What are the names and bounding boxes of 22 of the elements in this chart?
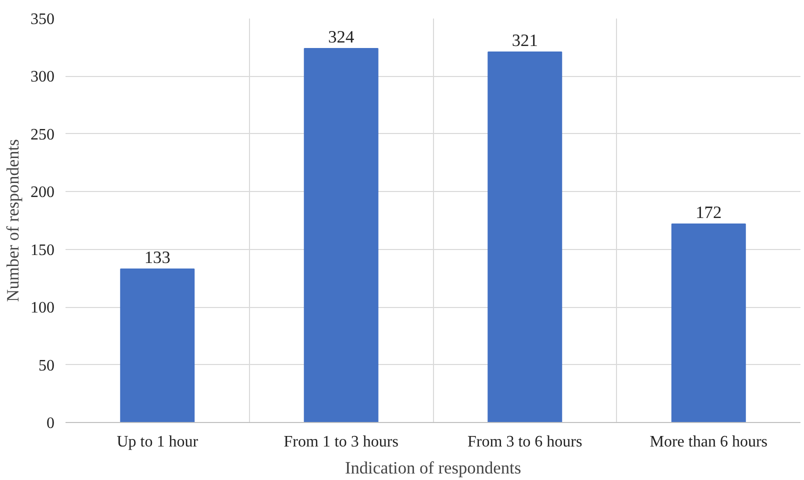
data-label: 324 <box>328 28 354 47</box>
x-tick-label: Up to 1 hour <box>116 434 199 450</box>
bar <box>488 51 562 422</box>
x-tick-label: More than 6 hours <box>650 434 768 450</box>
y-tick-label: 100 <box>30 300 54 317</box>
x-tick-label: From 1 to 3 hours <box>284 434 398 450</box>
y-axis-title: Number of respondents <box>4 138 22 302</box>
y-tick-label: 300 <box>30 68 54 86</box>
bar <box>304 48 378 422</box>
data-label: 321 <box>512 30 538 50</box>
data-label: 133 <box>144 248 170 267</box>
y-tick-label: 150 <box>30 242 54 259</box>
y-tick-label: 50 <box>38 357 54 374</box>
y-tick-label: 350 <box>30 11 54 28</box>
bar <box>120 268 195 422</box>
y-tick-label: 0 <box>46 415 54 432</box>
bar <box>671 223 746 422</box>
data-label: 172 <box>696 202 722 222</box>
x-axis-title: Indication of respondents <box>344 458 522 478</box>
x-tick-label: From 3 to 6 hours <box>468 434 582 450</box>
y-tick-label: 250 <box>30 126 54 144</box>
y-tick-label: 200 <box>30 184 54 202</box>
